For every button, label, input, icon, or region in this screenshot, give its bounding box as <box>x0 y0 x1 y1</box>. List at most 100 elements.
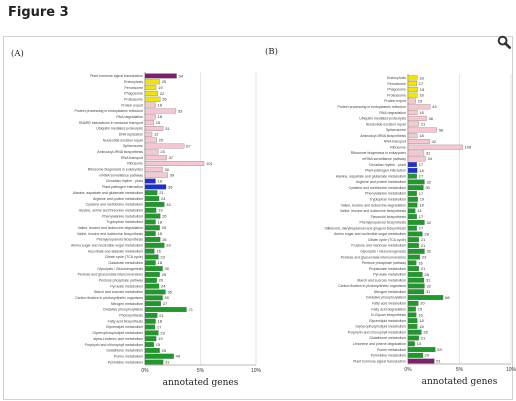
category-label: RNA degradation <box>379 111 406 115</box>
bar <box>144 307 187 312</box>
bar-value-label: 43 <box>432 104 437 109</box>
category-label: Pentose phosphate pathway <box>99 279 143 283</box>
category-label: Alanine, aspartate and glutamate metabol… <box>73 191 143 195</box>
bar <box>144 137 157 143</box>
category-label: Nucleotide excision repair <box>103 138 144 142</box>
category-label: Fatty acid metabolism <box>372 302 406 306</box>
x-tick-label: 0% <box>404 367 412 373</box>
bar-value-label: 18 <box>419 133 424 138</box>
chart-panel-a: (A) 0% 5% 10% annotated genes Plant hormone s… <box>11 48 262 388</box>
figure-title: Figure 3 <box>8 5 69 20</box>
category-label: Citrate cycle (TCA cycle) <box>368 238 406 242</box>
category-label: Photosynthesis <box>119 314 143 318</box>
bar <box>144 73 177 79</box>
category-label: Phenylalanine metabolism <box>365 192 406 196</box>
bar-value-label: 15 <box>156 342 161 347</box>
bar-value-label: 28 <box>424 231 429 236</box>
bar-value-label: 17 <box>419 191 424 196</box>
category-label: Nitrogen metabolism <box>374 290 406 294</box>
category-label: Glutathione metabolism <box>369 336 406 340</box>
bar <box>407 196 418 202</box>
x-axis-title: annotated genes <box>422 377 498 387</box>
category-label: Pentose and glucuronate interconversions <box>78 273 144 277</box>
bar-value-label: 37 <box>169 155 174 160</box>
category-label: Endocytosis <box>124 80 143 84</box>
bar <box>407 318 418 324</box>
bar <box>144 231 156 237</box>
x-axis-title: annotated genes <box>163 378 239 388</box>
bar-value-label: 18 <box>158 178 163 183</box>
category-label: Purine metabolism <box>377 348 406 352</box>
x-tick-label: 0% <box>141 368 149 374</box>
bar-value-label: 31 <box>426 278 431 283</box>
bar-value-label: 17 <box>157 324 162 329</box>
bar <box>407 162 417 168</box>
bar <box>407 289 425 295</box>
bar <box>144 166 163 172</box>
category-label: Starch and sucrose metabolism <box>94 290 143 294</box>
bar-value-label: 21 <box>421 122 426 127</box>
zoom-search-icon[interactable] <box>497 35 511 49</box>
bar <box>144 201 165 207</box>
category-label: Valine, leucine and isoleucine degradati… <box>341 203 406 207</box>
bar-value-label: 17 <box>419 174 424 179</box>
bar <box>144 120 154 126</box>
bar <box>407 173 417 179</box>
bar <box>144 90 158 96</box>
bar-value-label: 39 <box>170 173 175 178</box>
bar-value-label: 18 <box>419 324 424 329</box>
bar-value-label: 106 <box>465 145 472 150</box>
bar <box>407 150 425 156</box>
bar-value-label: 32 <box>426 179 431 184</box>
bar-value-label: 32 <box>426 283 431 288</box>
bar-value-label: 23 <box>160 149 165 154</box>
bar <box>407 110 418 116</box>
x-tick-label: 10% <box>506 367 516 373</box>
bar <box>407 139 430 144</box>
bar <box>144 236 161 242</box>
bar <box>144 289 166 295</box>
bar <box>407 335 419 341</box>
bar <box>144 178 156 184</box>
bar <box>407 347 436 352</box>
chart-panel-b: (B) 0% 5% 10% annotated genes Endocytosis 18 Pe… <box>265 46 516 387</box>
bar <box>407 329 422 335</box>
category-label: Ribosome <box>127 162 143 166</box>
bar-value-label: 30 <box>165 167 170 172</box>
bar-value-label: 18 <box>419 168 424 173</box>
bar <box>407 156 426 162</box>
bar <box>144 131 153 137</box>
category-label: Peroxisome <box>388 82 407 86</box>
category-label: Arginine and proline metabolism <box>93 197 143 201</box>
bar <box>144 184 167 190</box>
bar <box>144 108 177 114</box>
category-label: Ubiquitin mediated proteolysis <box>359 117 406 121</box>
category-label: Peroxisome <box>125 86 144 90</box>
bar-value-label: 33 <box>166 202 171 207</box>
bar <box>407 144 463 150</box>
bar <box>407 260 417 266</box>
bar <box>144 149 159 155</box>
bar-value-label: 24 <box>161 196 166 201</box>
figure-panel-frame <box>3 36 513 400</box>
category-label: Valine, leucine and isoleucine biosynthe… <box>340 209 406 213</box>
category-label: RNA transport <box>384 140 406 144</box>
bar-value-label: 17 <box>419 226 424 231</box>
bar <box>407 219 425 225</box>
category-label: Porphyrin and chlorophyll metabolism <box>85 343 143 347</box>
category-label: Valine, leucine and isoleucine degradati… <box>78 226 143 230</box>
category-label: Protein export <box>121 103 143 107</box>
bar-value-label: 19 <box>158 208 163 213</box>
bar <box>144 318 156 324</box>
category-label: Citrate cycle (TCA cycle) <box>105 255 143 259</box>
category-label: Alanine, aspartate and glutamate metabol… <box>336 174 406 178</box>
bar-value-label: 18 <box>158 260 163 265</box>
bar-value-label: 23 <box>160 330 165 335</box>
category-label: Propanoate metabolism <box>369 267 406 271</box>
category-label: Pentose and glucuronate interconversions <box>341 255 407 259</box>
bar-value-label: 23 <box>422 254 427 259</box>
bar <box>407 81 417 87</box>
bar-value-label: 21 <box>421 266 426 271</box>
bar <box>407 92 418 98</box>
bar <box>407 341 415 347</box>
